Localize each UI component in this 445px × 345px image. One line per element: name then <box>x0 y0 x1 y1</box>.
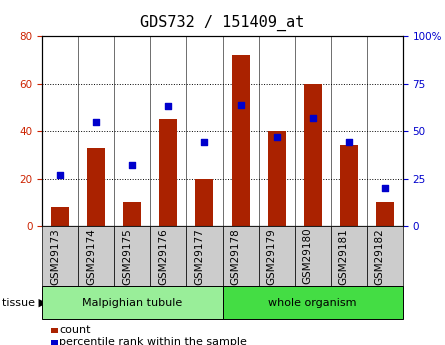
Text: Malpighian tubule: Malpighian tubule <box>82 298 182 308</box>
Bar <box>87 148 105 226</box>
Text: GDS732 / 151409_at: GDS732 / 151409_at <box>140 15 305 31</box>
Text: GSM29174: GSM29174 <box>86 228 97 285</box>
Text: tissue ▶: tissue ▶ <box>2 298 47 308</box>
Bar <box>195 178 214 226</box>
Point <box>201 140 208 145</box>
Point <box>381 185 388 191</box>
Text: percentile rank within the sample: percentile rank within the sample <box>59 337 247 345</box>
Text: GSM29182: GSM29182 <box>375 228 385 285</box>
Point <box>273 134 280 139</box>
Text: count: count <box>59 325 90 335</box>
Point <box>237 102 244 107</box>
Text: whole organism: whole organism <box>268 298 357 308</box>
Text: GSM29175: GSM29175 <box>122 228 133 285</box>
Bar <box>231 55 250 226</box>
Text: GSM29180: GSM29180 <box>303 228 313 285</box>
Text: GSM29173: GSM29173 <box>50 228 61 285</box>
Bar <box>267 131 286 226</box>
Bar <box>303 83 322 226</box>
Bar <box>159 119 178 226</box>
Bar <box>123 202 142 226</box>
Text: GSM29177: GSM29177 <box>194 228 205 285</box>
Text: GSM29179: GSM29179 <box>267 228 277 285</box>
Point <box>165 104 172 109</box>
Point <box>57 172 64 177</box>
Text: GSM29176: GSM29176 <box>158 228 169 285</box>
Point <box>345 140 352 145</box>
Bar <box>376 202 394 226</box>
Point <box>129 162 136 168</box>
Point <box>93 119 100 124</box>
Text: GSM29178: GSM29178 <box>231 228 240 285</box>
Point <box>309 115 316 120</box>
Bar <box>51 207 69 226</box>
Text: GSM29181: GSM29181 <box>339 228 349 285</box>
Bar <box>340 145 358 226</box>
